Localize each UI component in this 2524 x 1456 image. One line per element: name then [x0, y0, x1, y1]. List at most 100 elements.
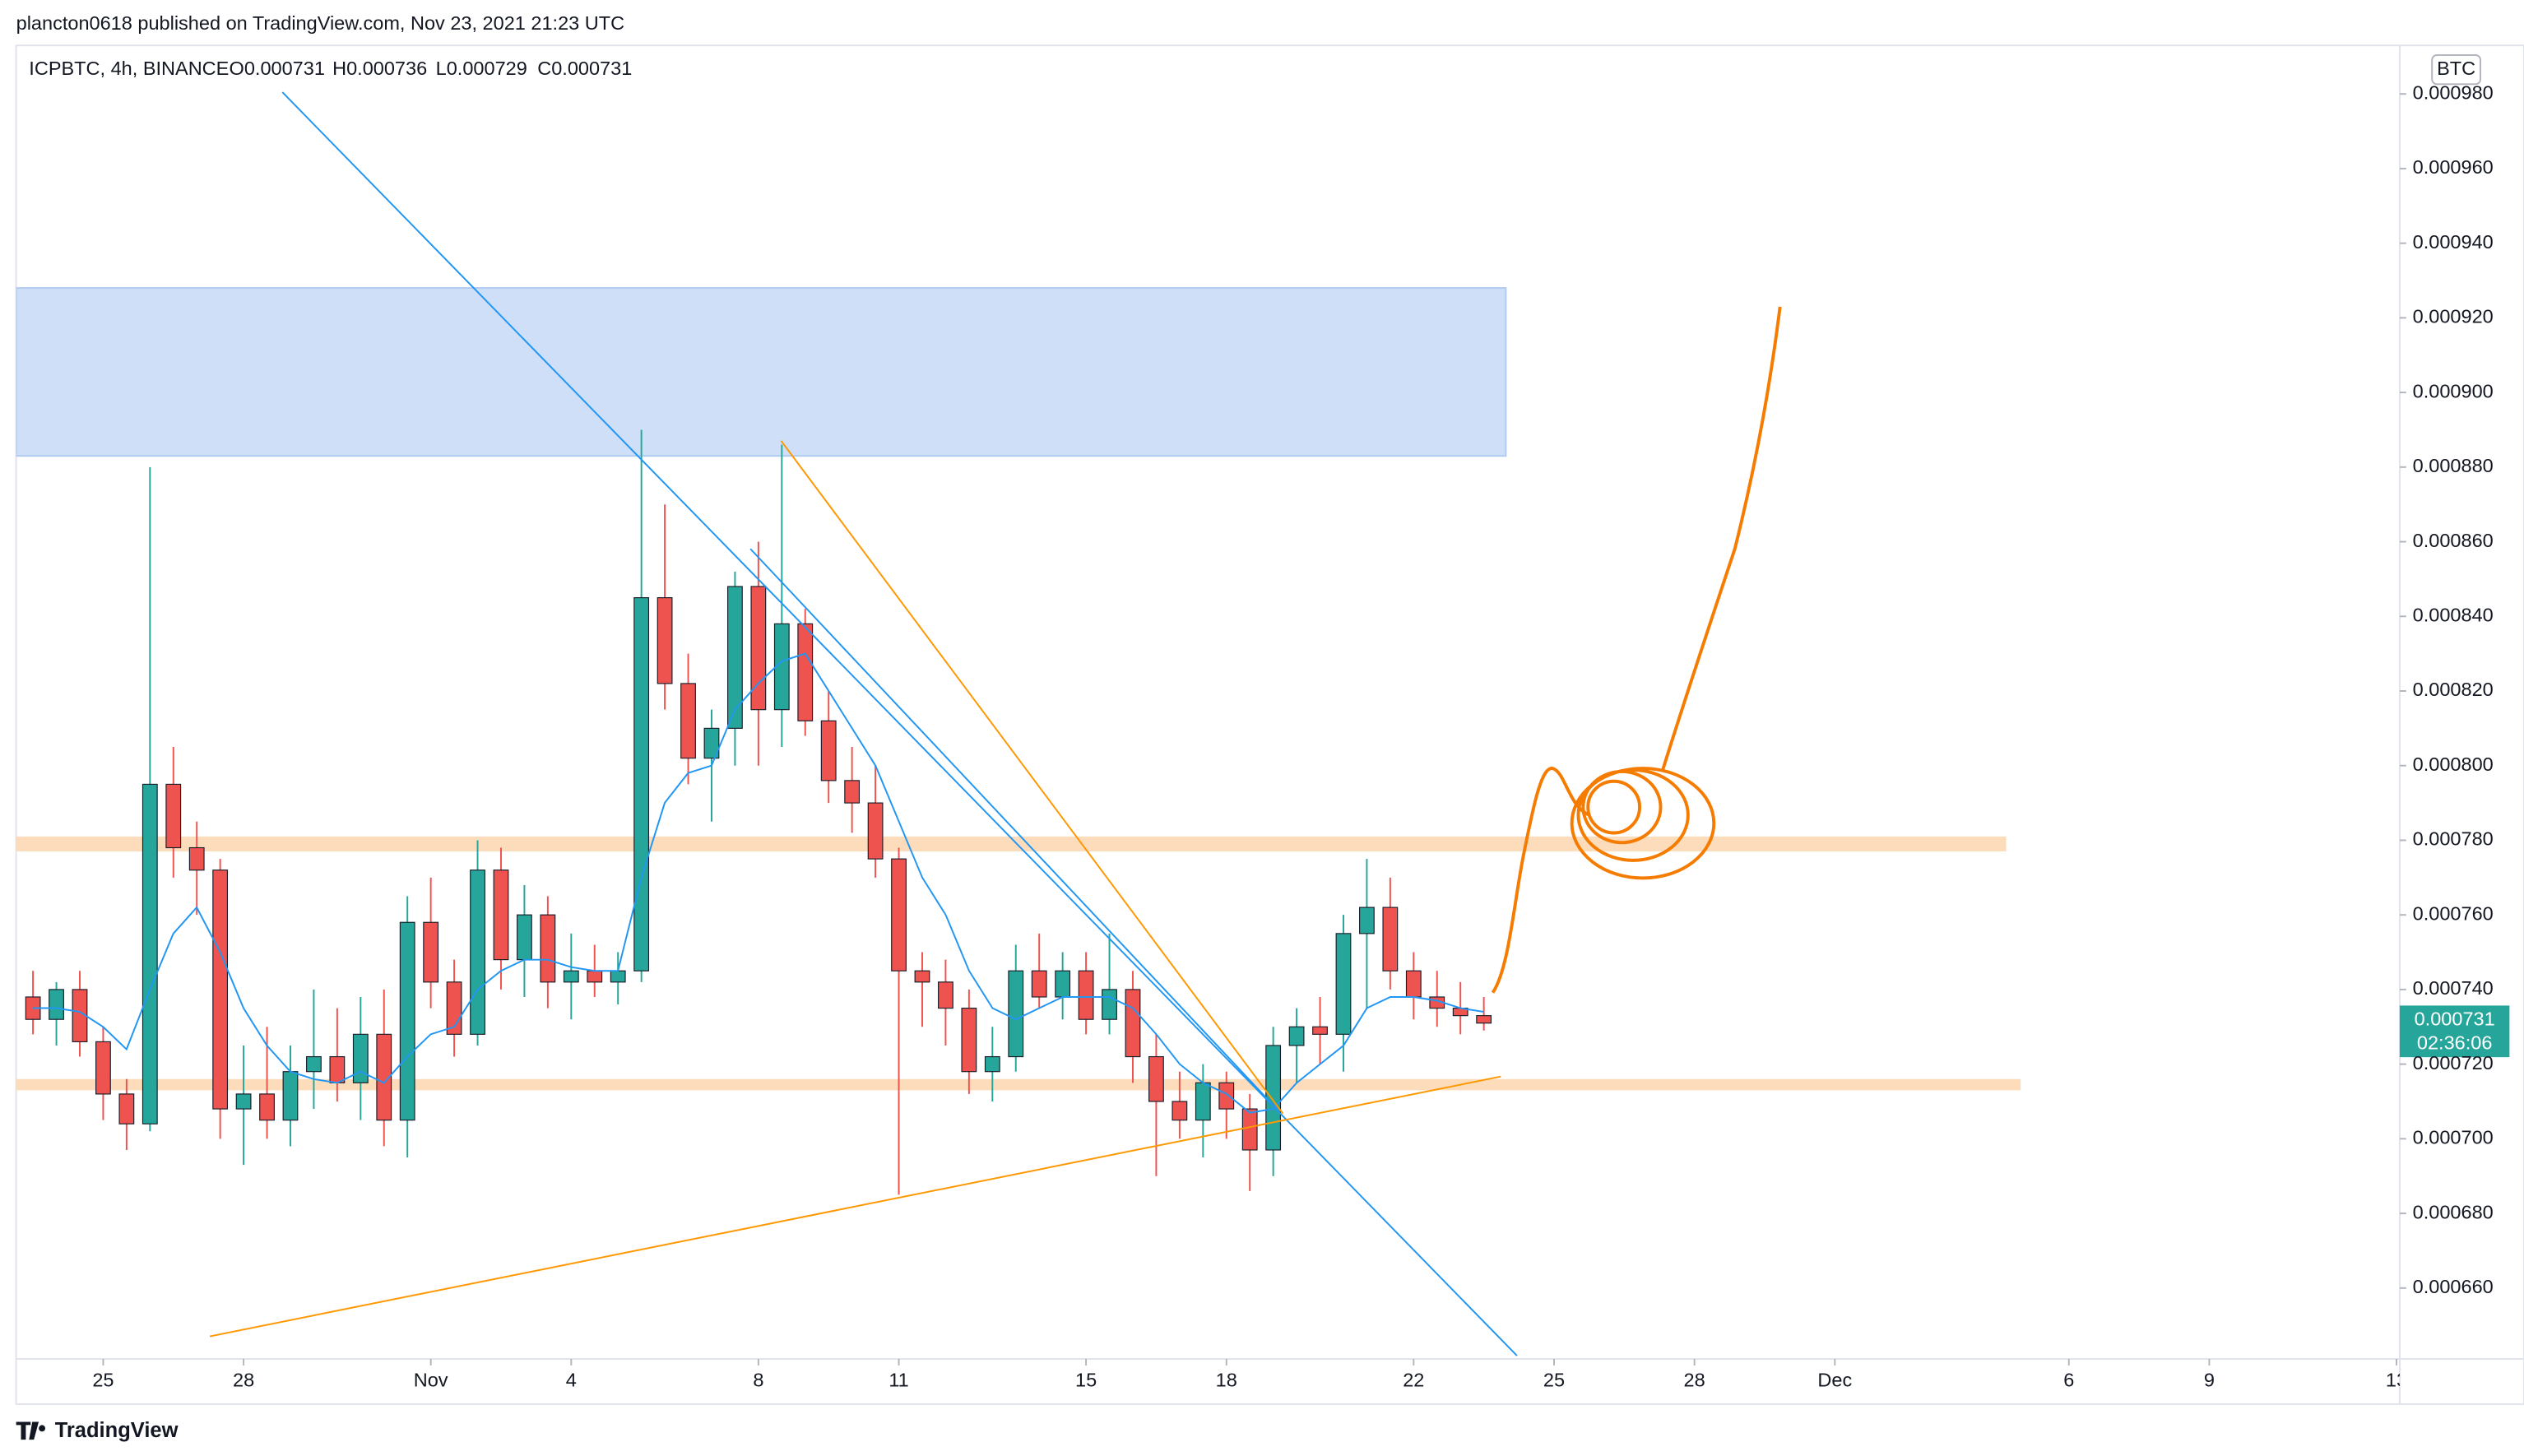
y-tick-label: 0.000720 [2413, 1052, 2494, 1073]
candle-body [376, 1033, 392, 1121]
candle-body [95, 1041, 111, 1095]
drawings [209, 91, 1782, 1356]
candle-body [235, 1093, 252, 1110]
candle-body [142, 783, 158, 1124]
price-tag-value: 0.000731 [2415, 1008, 2495, 1029]
candle-body [1125, 989, 1141, 1058]
y-tick-label: 0.000860 [2413, 530, 2494, 551]
candle-body [470, 869, 485, 1035]
x-tick-label: 6 [2063, 1370, 2074, 1391]
candle-body [1241, 1108, 1258, 1151]
candle-body [750, 586, 767, 711]
y-tick-label: 0.000840 [2413, 604, 2494, 625]
x-axis: 25 28 Nov 4 8 11 15 18 22 25 28 Dec 6 9 13 [92, 1358, 2407, 1391]
x-tick-label: 18 [1216, 1370, 1237, 1391]
trend-line [780, 440, 1284, 1115]
y-tick-label: 0.000980 [2413, 81, 2494, 103]
zone [16, 836, 2007, 852]
candle-body [118, 1093, 135, 1124]
y-tick-label: 0.000960 [2413, 156, 2494, 178]
x-tick-label: 4 [566, 1370, 577, 1391]
candle-body [844, 780, 861, 804]
candle-body [820, 720, 837, 781]
currency-badge[interactable] [2431, 54, 2482, 86]
y-tick-label: 0.000820 [2413, 679, 2494, 700]
plot [16, 287, 2021, 1195]
candle-body [165, 783, 182, 849]
high: H0.000736 [332, 58, 427, 79]
candle-body [633, 597, 650, 971]
candle-body [49, 989, 64, 1020]
published-line: plancton0618 published on TradingView.co… [16, 12, 625, 34]
x-tick-label: 9 [2204, 1370, 2215, 1391]
candle-body [1312, 1026, 1328, 1035]
candle-body [1265, 1045, 1282, 1151]
low: L0.000729 [436, 58, 527, 79]
open: O0.000731 [230, 58, 325, 79]
trend-line [209, 1075, 1501, 1338]
candle-body [587, 970, 603, 983]
candle-body [540, 914, 556, 983]
candle-body [493, 869, 509, 961]
y-tick-label: 0.000940 [2413, 231, 2494, 253]
candle-body [259, 1093, 275, 1121]
trend-line [749, 548, 1279, 1111]
candle-body [1218, 1082, 1235, 1110]
candle-body [1288, 1026, 1305, 1046]
candle-body [282, 1071, 299, 1121]
y-tick-label: 0.000740 [2413, 977, 2494, 999]
symbol: ICPBTC, 4h, BINANCE [29, 58, 229, 79]
x-tick-label: Nov [414, 1370, 448, 1391]
candle-body [306, 1055, 322, 1073]
candle-body [1078, 970, 1094, 1020]
close: C0.000731 [537, 58, 632, 79]
candle-body [1335, 933, 1352, 1035]
x-tick-label: 25 [1543, 1370, 1565, 1391]
candle-body [867, 802, 884, 860]
x-tick-label: 28 [1684, 1370, 1705, 1391]
candle-body [1008, 970, 1024, 1058]
legend: ICPBTC, 4h, BINANCE O0.000731 H0.000736 … [29, 58, 632, 79]
candle-body [188, 846, 205, 871]
candle-body [423, 921, 439, 983]
candle-body [961, 1008, 977, 1073]
candle-body [399, 921, 415, 1121]
candle-body [773, 623, 790, 711]
candle-body [1195, 1082, 1211, 1121]
zone [16, 287, 1507, 457]
candle-body [1382, 907, 1399, 971]
y-tick-label: 0.000920 [2413, 306, 2494, 327]
candle-body [1172, 1101, 1188, 1121]
logo-text: TradingView [55, 1419, 179, 1442]
x-tick-label: 13 [2386, 1370, 2407, 1391]
candle-body [517, 914, 532, 961]
logo: TradingView [16, 1419, 179, 1442]
candle-body [938, 981, 953, 1009]
candle-body [563, 970, 579, 983]
y-tick-label: 0.000780 [2413, 828, 2494, 850]
candle-body [1405, 970, 1422, 998]
countdown: 02:36:06 [2417, 1032, 2493, 1054]
y-tick-label: 0.000680 [2413, 1201, 2494, 1222]
candle-body [680, 683, 696, 759]
y-tick-label: 0.000760 [2413, 902, 2494, 924]
candle-body [703, 727, 720, 759]
candle-body [984, 1055, 1000, 1073]
currency: BTC [2437, 58, 2475, 79]
y-tick-label: 0.000660 [2413, 1276, 2494, 1297]
candle-body [1359, 907, 1375, 934]
x-tick-label: 11 [889, 1370, 908, 1391]
candle-body [352, 1033, 369, 1083]
zone [16, 1078, 2021, 1091]
candle-body [329, 1055, 346, 1083]
y-tick-label: 0.000800 [2413, 754, 2494, 775]
candle-body [1148, 1055, 1164, 1102]
x-tick-label: 8 [753, 1370, 763, 1391]
candle-body [727, 586, 743, 729]
frame [15, 44, 2524, 1405]
x-tick-label: Dec [1817, 1370, 1852, 1391]
y-tick-label: 0.000880 [2413, 455, 2494, 476]
candle-body [1055, 970, 1071, 998]
